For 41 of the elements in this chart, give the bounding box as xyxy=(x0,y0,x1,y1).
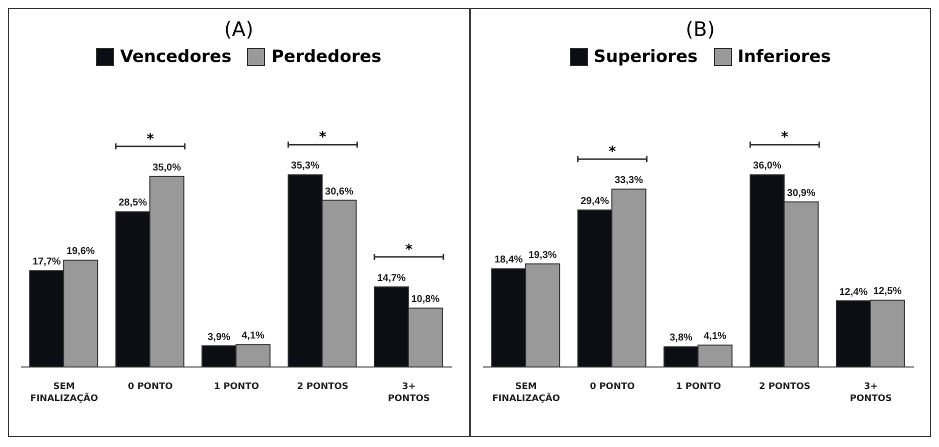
x-tick-label: 2 PONTOS xyxy=(758,382,810,392)
annotation: * xyxy=(146,131,155,148)
data-label: 19,6% xyxy=(66,246,95,258)
x-tick-label: 2 PONTOS xyxy=(296,382,348,392)
data-label: 14,7% xyxy=(377,272,406,284)
data-label: 29,4% xyxy=(580,196,609,207)
legend-label: Perdedores xyxy=(271,47,382,67)
data-label: 28,5% xyxy=(118,198,148,209)
chart-title: (B) xyxy=(684,17,716,41)
data-label: 17,7% xyxy=(32,256,61,268)
legend-label: Superiores xyxy=(594,47,698,67)
annotation: * xyxy=(780,130,789,146)
x-tick-label: SEM FINALIZAÇÃO xyxy=(30,382,98,404)
x-tick-label: 3+ PONTOS xyxy=(849,382,892,404)
data-label: 35,0% xyxy=(152,162,182,174)
annotation: * xyxy=(319,130,328,146)
data-label: 4,1% xyxy=(242,330,265,342)
data-label: 12,4% xyxy=(838,286,868,298)
data-label: 35,3% xyxy=(291,160,320,172)
data-label: 3,9% xyxy=(208,332,231,343)
annotation: * xyxy=(405,242,414,258)
data-label: 12,5% xyxy=(872,286,902,298)
data-label: 30,9% xyxy=(786,188,816,199)
data-label: 19,3% xyxy=(528,250,556,261)
x-tick-label: 1 PONTO xyxy=(214,382,260,392)
legend-label: Vencedores xyxy=(120,47,232,67)
x-tick-label: SEM FINALIZAÇÃO xyxy=(492,382,560,404)
x-tick-label: 0 PONTO xyxy=(128,382,174,392)
annotation: * xyxy=(608,144,616,160)
data-label: 18,4% xyxy=(494,254,522,266)
x-tick-label: 0 PONTO xyxy=(589,382,635,392)
data-label: 36,0% xyxy=(752,160,782,172)
x-tick-label: 3+ PONTOS xyxy=(388,382,430,404)
data-label: 33,3% xyxy=(614,175,643,186)
data-label: 4,1% xyxy=(703,331,726,342)
data-label: 30,6% xyxy=(325,186,354,198)
data-label: 10,8% xyxy=(411,294,440,306)
chart-title: (A) xyxy=(223,17,254,41)
x-tick-label: 1 PONTO xyxy=(676,382,721,392)
legend-label: Inferiores xyxy=(738,47,831,67)
data-label: 3,8% xyxy=(669,332,692,344)
